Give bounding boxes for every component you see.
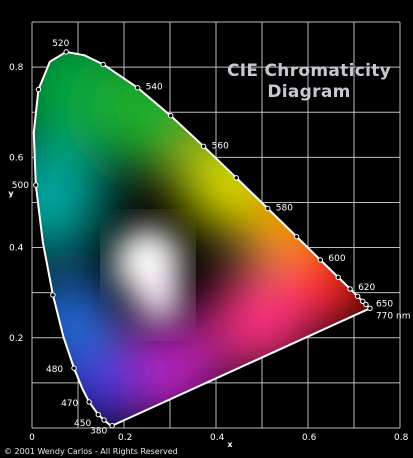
locus-point-520 [63, 49, 69, 55]
locus-point-770 [367, 305, 373, 312]
x-tick-label: 0 [29, 433, 35, 443]
locus-point-580 [265, 205, 271, 212]
locus-point-630 [354, 293, 361, 299]
wavelength-label-650: 650 [376, 299, 393, 309]
y-tick-label: 0.6 [9, 153, 24, 163]
x-tick-label: 0.2 [118, 433, 132, 443]
spectral-locus-outline [32, 50, 372, 427]
wavelength-label-480: 480 [46, 365, 63, 375]
x-axis-label: x [227, 440, 233, 449]
locus-point-510 [35, 86, 42, 93]
y-tick-label: 0.4 [9, 244, 24, 254]
wavelength-label-450: 450 [74, 419, 91, 429]
locus-point-470 [86, 399, 92, 405]
locus-point-590 [293, 233, 300, 240]
y-axis-label: y [8, 189, 14, 198]
locus-point-640 [360, 298, 366, 304]
locus-point-610 [335, 274, 341, 281]
locus-point-570 [233, 175, 239, 181]
locus-point-460 [95, 411, 101, 418]
wavelength-label-560: 560 [212, 141, 229, 151]
wavelength-label-470: 470 [61, 399, 78, 409]
x-tick-label: 0.6 [302, 433, 317, 443]
diagram-title: CIE Chromaticity Diagram [227, 61, 391, 102]
wavelength-label-520: 520 [52, 39, 69, 49]
locus-point-530 [100, 61, 106, 68]
locus-point-650 [363, 301, 369, 308]
locus-point-600 [317, 257, 324, 263]
locus-point-620 [347, 286, 353, 292]
tick-labels: 0 0.2 0.4 0.6 0.8 0.2 0.4 0.6 0.8 [9, 63, 409, 443]
wavelength-label-770: 770 nm [376, 311, 411, 321]
locus-point-490 [50, 292, 56, 298]
wavelength-label-540: 540 [146, 83, 163, 93]
locus-point-540 [134, 85, 141, 91]
locus-point-380 [109, 423, 115, 429]
locus-point-480 [71, 365, 77, 371]
x-tick-label: 0.8 [394, 433, 409, 443]
x-tick-label: 0.4 [210, 433, 225, 443]
wavelength-label-620: 620 [358, 283, 375, 293]
locus-point-450 [101, 417, 107, 423]
wavelength-label-380: 380 [90, 427, 107, 437]
y-tick-label: 0.2 [9, 334, 23, 344]
spectral-locus-points [33, 49, 373, 429]
locus-point-500 [33, 182, 39, 188]
copyright-text: © 2001 Wendy Carlos - All Rights Reserve… [4, 447, 178, 456]
wavelength-label-600: 600 [328, 254, 345, 264]
wavelength-label-500: 500 [12, 181, 29, 191]
wavelength-label-580: 580 [276, 203, 293, 213]
locus-point-560 [200, 143, 207, 149]
y-tick-label: 0.8 [9, 63, 24, 73]
locus-point-550 [168, 112, 174, 119]
